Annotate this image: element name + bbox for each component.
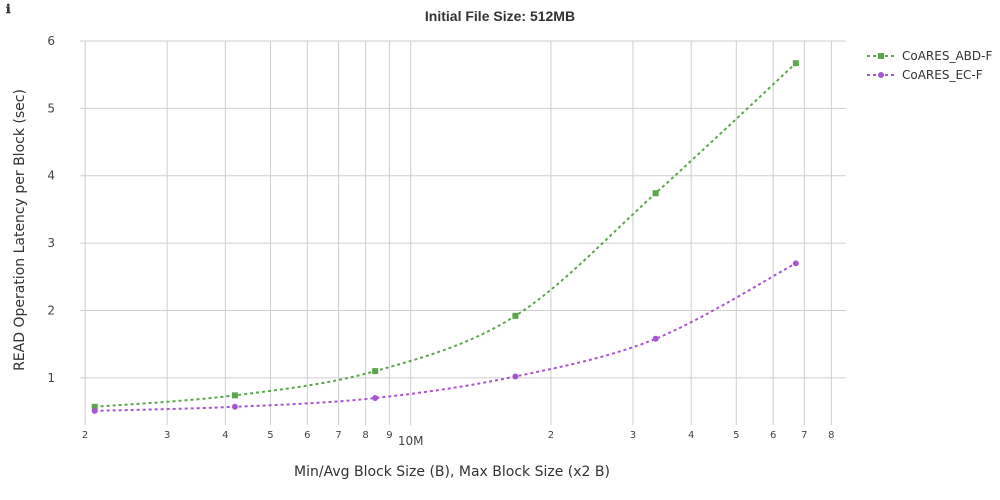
data-point bbox=[231, 403, 238, 410]
x-tick-label: 8 bbox=[828, 430, 834, 441]
x-tick-label: 7 bbox=[335, 430, 341, 441]
x-axis-title: Min/Avg Block Size (B), Max Block Size (… bbox=[294, 464, 610, 480]
y-tick-label: 2 bbox=[47, 303, 55, 317]
series-ec bbox=[91, 260, 799, 414]
chart-title: Initial File Size: 512MB bbox=[425, 8, 575, 24]
x-tick-label: 5 bbox=[267, 430, 273, 441]
y-tick-label: 3 bbox=[47, 236, 55, 250]
legend-marker bbox=[878, 53, 884, 59]
legend-label: CoARES_EC-F bbox=[902, 68, 983, 82]
legend-marker bbox=[878, 72, 884, 78]
series-abd bbox=[91, 60, 799, 410]
data-point bbox=[792, 60, 799, 67]
y-axis-title: READ Operation Latency per Block (sec) bbox=[12, 89, 28, 371]
y-axis: 1 2 3 4 5 6 bbox=[47, 34, 55, 385]
x-tick-label: 7 bbox=[801, 430, 807, 441]
x-axis: 2 3 4 5 6 7 8 9 10M 2 3 4 5 6 7 8 bbox=[82, 430, 835, 448]
data-point bbox=[512, 312, 519, 319]
data-point bbox=[372, 395, 379, 402]
x-tick-label: 5 bbox=[733, 430, 739, 441]
y-tick-label: 6 bbox=[47, 34, 55, 48]
data-point bbox=[372, 368, 379, 375]
x-tick-label: 3 bbox=[630, 430, 636, 441]
x-tick-label: 8 bbox=[362, 430, 368, 441]
data-point bbox=[231, 392, 238, 399]
plot-area bbox=[91, 60, 799, 414]
y-tick-label: 4 bbox=[47, 169, 55, 183]
x-tick-label: 4 bbox=[688, 430, 694, 441]
x-tick-label: 10M bbox=[398, 434, 424, 448]
x-tick-label: 3 bbox=[164, 430, 170, 441]
series-line bbox=[94, 262, 797, 412]
x-tick-label: 2 bbox=[548, 430, 554, 441]
data-point bbox=[792, 260, 799, 267]
x-tick-label: 6 bbox=[770, 430, 776, 441]
series-line bbox=[94, 62, 797, 408]
data-point bbox=[652, 190, 659, 197]
grid bbox=[80, 40, 846, 425]
data-point bbox=[91, 407, 98, 414]
data-point bbox=[652, 335, 659, 342]
data-point bbox=[512, 373, 519, 380]
info-icon[interactable]: ℹ bbox=[6, 2, 11, 16]
x-tick-label: 4 bbox=[222, 430, 228, 441]
data-point bbox=[91, 403, 98, 410]
x-tick-label: 2 bbox=[82, 430, 88, 441]
x-tick-label: 6 bbox=[304, 430, 310, 441]
x-tick-label: 9 bbox=[386, 430, 392, 441]
legend: CoARES_ABD-F CoARES_EC-F bbox=[867, 49, 992, 82]
legend-label: CoARES_ABD-F bbox=[902, 49, 992, 63]
y-tick-label: 5 bbox=[47, 101, 55, 115]
y-tick-label: 1 bbox=[47, 371, 55, 385]
legend-item: CoARES_EC-F bbox=[867, 68, 983, 82]
legend-item: CoARES_ABD-F bbox=[867, 49, 992, 63]
